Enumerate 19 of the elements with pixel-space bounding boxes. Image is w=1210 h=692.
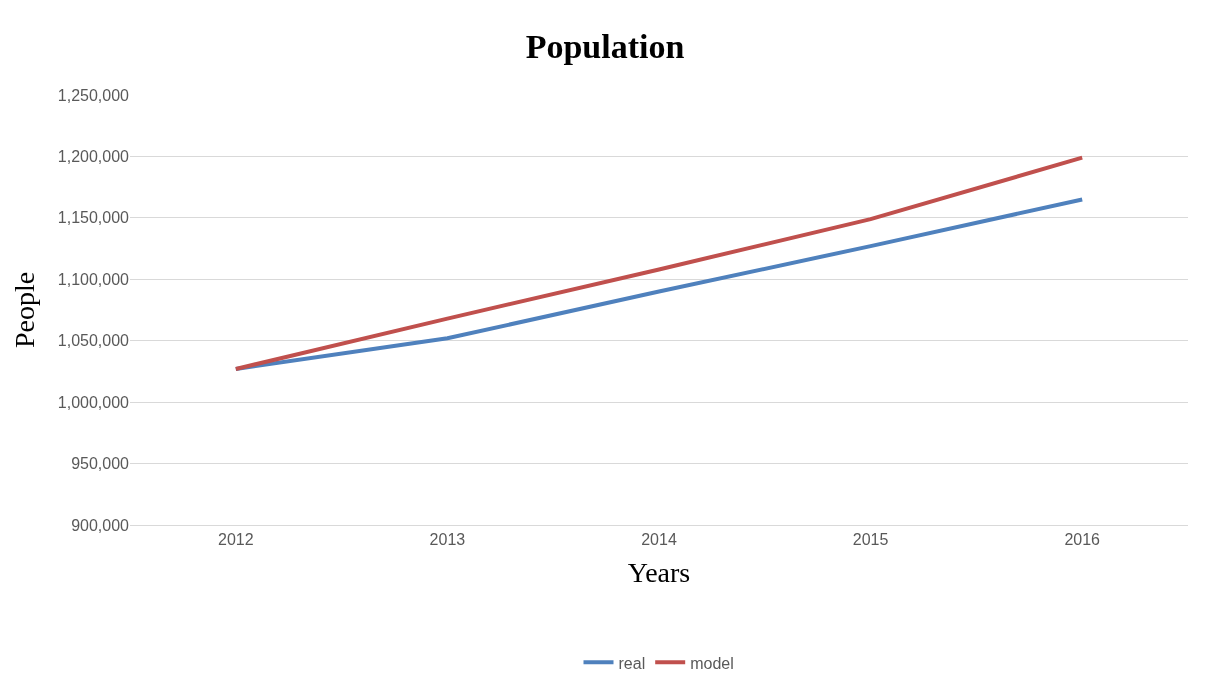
y-tick-label: 1,050,000 [57, 332, 130, 350]
y-axis-title: People [8, 271, 40, 349]
y-tick-label: 900,000 [71, 516, 130, 534]
legend-label: real [618, 654, 646, 672]
x-axis-title: Years [627, 557, 691, 589]
x-tick-label: 2014 [641, 531, 677, 549]
y-tick-label: 1,200,000 [57, 148, 130, 166]
y-tick-label: 1,000,000 [57, 393, 130, 411]
y-tick-label: 1,100,000 [57, 270, 130, 288]
legend-label: model [690, 654, 734, 672]
y-tick-label: 1,150,000 [57, 209, 130, 227]
chart-title: Population [525, 28, 685, 66]
x-tick-label: 2016 [1064, 531, 1101, 549]
x-tick-label: 2013 [429, 531, 466, 549]
line-series [233, 155, 1085, 371]
y-tick-label: 1,250,000 [57, 86, 130, 104]
y-tick-label: 950,000 [71, 455, 130, 473]
x-tick-label: 2012 [218, 531, 254, 549]
x-tick-label: 2015 [852, 531, 889, 549]
